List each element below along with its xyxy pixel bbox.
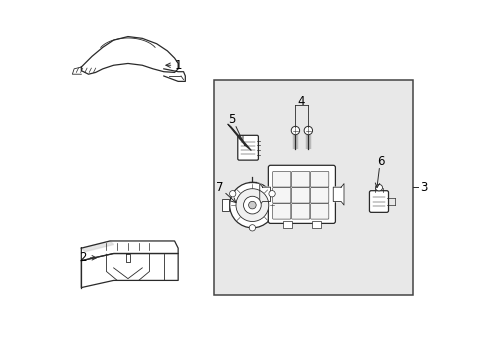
Circle shape xyxy=(248,201,256,209)
Circle shape xyxy=(268,190,275,197)
Text: 4: 4 xyxy=(297,95,305,108)
Ellipse shape xyxy=(375,184,382,191)
FancyBboxPatch shape xyxy=(310,203,328,219)
FancyBboxPatch shape xyxy=(272,188,290,203)
Polygon shape xyxy=(81,37,178,74)
Text: 7: 7 xyxy=(216,181,224,194)
Polygon shape xyxy=(163,69,185,81)
FancyBboxPatch shape xyxy=(291,188,309,203)
Polygon shape xyxy=(333,184,344,205)
Circle shape xyxy=(229,183,275,228)
Text: 5: 5 xyxy=(228,113,235,126)
FancyBboxPatch shape xyxy=(369,191,388,212)
FancyBboxPatch shape xyxy=(291,171,309,187)
FancyBboxPatch shape xyxy=(272,171,290,187)
Circle shape xyxy=(249,225,255,231)
FancyBboxPatch shape xyxy=(268,165,335,224)
Polygon shape xyxy=(259,184,270,205)
Bar xyxy=(222,199,229,211)
Circle shape xyxy=(304,126,312,135)
FancyBboxPatch shape xyxy=(291,203,309,219)
Text: 3: 3 xyxy=(419,181,427,194)
Circle shape xyxy=(229,190,235,197)
Bar xyxy=(214,80,412,295)
Circle shape xyxy=(236,189,268,221)
Polygon shape xyxy=(81,241,113,252)
FancyBboxPatch shape xyxy=(237,135,258,160)
Polygon shape xyxy=(227,124,250,150)
FancyBboxPatch shape xyxy=(272,203,290,219)
Polygon shape xyxy=(81,241,178,261)
Bar xyxy=(311,221,320,228)
FancyBboxPatch shape xyxy=(310,171,328,187)
Text: 2: 2 xyxy=(79,251,86,264)
Circle shape xyxy=(291,126,299,135)
Text: 6: 6 xyxy=(376,155,384,168)
Bar xyxy=(283,221,291,228)
Circle shape xyxy=(243,196,261,214)
Polygon shape xyxy=(81,253,178,288)
Text: 1: 1 xyxy=(174,59,182,72)
FancyBboxPatch shape xyxy=(310,188,328,203)
